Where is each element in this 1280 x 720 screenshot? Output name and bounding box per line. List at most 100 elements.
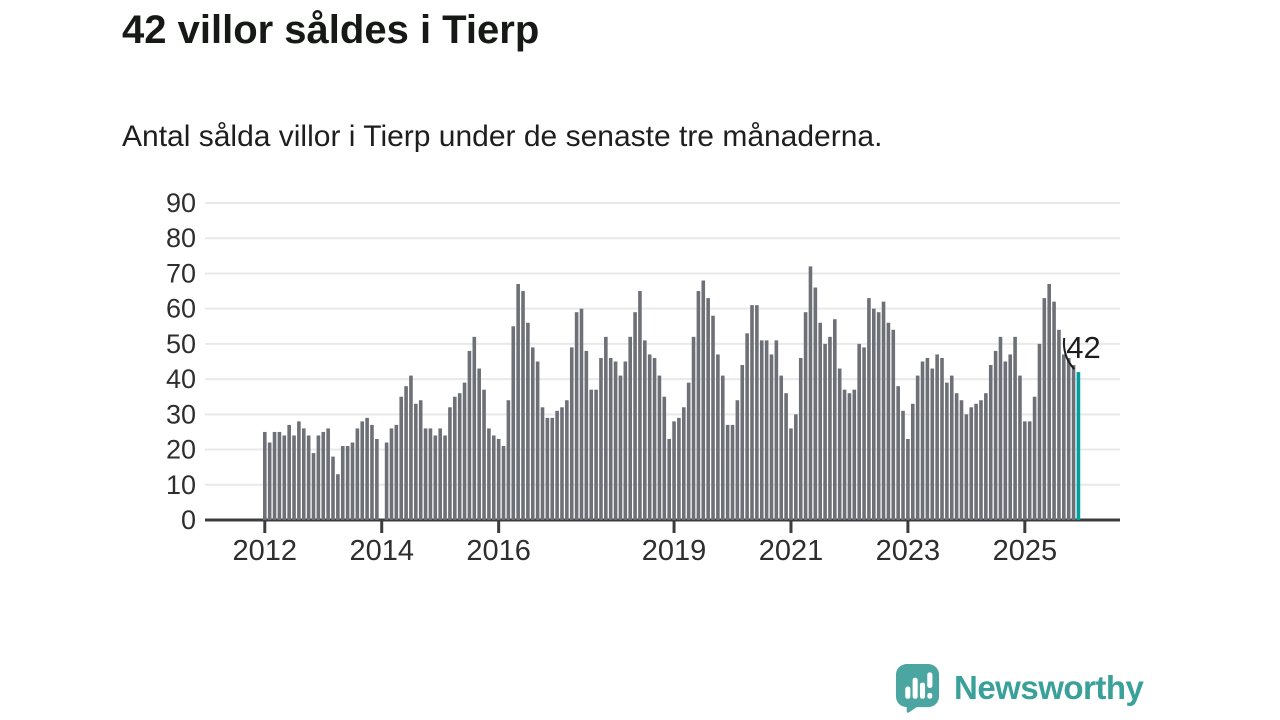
bar — [964, 414, 969, 520]
y-tick-label: 20 — [166, 435, 196, 465]
bar — [837, 368, 842, 520]
bar — [331, 456, 335, 520]
bar — [448, 407, 452, 520]
bar — [930, 368, 935, 520]
bar — [910, 403, 915, 520]
bar — [457, 393, 462, 520]
bar — [589, 389, 594, 520]
bar — [667, 438, 671, 520]
bar — [828, 336, 832, 520]
bar — [487, 428, 491, 520]
y-axis-labels: 0 10 20 30 40 50 60 70 80 90 — [166, 188, 196, 535]
x-tick-label: 2014 — [349, 535, 414, 567]
bar — [681, 407, 686, 520]
bar — [954, 393, 959, 520]
bar — [409, 375, 413, 520]
bar — [662, 396, 667, 520]
bar — [365, 417, 369, 520]
latest-value-annotation: 42 — [1062, 330, 1101, 370]
bar — [1047, 284, 1051, 520]
bar — [545, 417, 550, 520]
bar — [316, 435, 321, 520]
y-tick-label: 10 — [166, 470, 196, 500]
bar — [599, 357, 603, 520]
chart-subtitle: Antal sålda villor i Tierp under de sena… — [122, 120, 883, 153]
bar — [613, 361, 618, 520]
bar — [959, 400, 964, 520]
bar — [813, 287, 818, 520]
bar — [355, 428, 360, 520]
bar — [798, 357, 803, 520]
bar — [550, 417, 555, 520]
bar — [881, 301, 886, 520]
bar — [272, 431, 277, 520]
bar — [720, 375, 725, 520]
bar — [297, 421, 301, 520]
bar — [784, 393, 788, 520]
bar — [350, 442, 355, 520]
bar — [560, 407, 564, 520]
bar — [979, 400, 983, 520]
bar — [891, 329, 896, 520]
bar — [618, 375, 623, 520]
bar — [438, 428, 442, 520]
x-tick-label: 2019 — [642, 535, 707, 567]
x-tick-label: 2016 — [466, 535, 531, 567]
x-tick-label: 2023 — [876, 535, 941, 567]
y-tick-label: 60 — [166, 294, 196, 324]
bar — [686, 382, 691, 520]
bar — [628, 336, 632, 520]
bar — [1013, 336, 1017, 520]
bar — [740, 365, 745, 520]
newsworthy-wordmark: Newsworthy — [954, 669, 1144, 706]
x-axis: 2012 2014 2016 2019 2021 2023 2025 — [233, 521, 1057, 567]
bar — [774, 340, 779, 520]
bar — [993, 350, 998, 520]
bar — [949, 375, 954, 520]
bar — [399, 396, 404, 520]
bar — [501, 446, 506, 520]
bar — [267, 442, 272, 520]
bar — [862, 347, 866, 520]
y-tick-label: 30 — [166, 399, 196, 429]
bar — [1018, 375, 1022, 520]
bar — [277, 431, 282, 520]
bar — [677, 417, 681, 520]
bar — [360, 421, 365, 520]
bar — [647, 354, 652, 520]
bar — [526, 322, 530, 520]
bar — [691, 336, 696, 520]
bar — [1071, 365, 1076, 520]
bar — [750, 305, 754, 520]
bar — [555, 410, 559, 520]
newsworthy-chart-bubble-icon — [895, 664, 940, 713]
bar — [287, 424, 291, 520]
bar — [998, 336, 1003, 520]
bar — [1003, 361, 1008, 520]
annotation-value-label: 42 — [1066, 330, 1100, 365]
bar — [604, 336, 608, 520]
bar — [428, 428, 433, 520]
bar — [652, 357, 657, 520]
bar — [384, 442, 389, 520]
newsworthy-branding: Newsworthy — [894, 663, 1144, 713]
bar — [574, 312, 579, 520]
bar — [292, 435, 296, 520]
bar — [925, 357, 930, 520]
bar — [511, 326, 516, 520]
bars-group — [263, 266, 1081, 520]
bar — [345, 446, 350, 520]
bar — [638, 291, 642, 520]
bar — [745, 333, 749, 520]
bar — [496, 438, 501, 520]
bar — [462, 382, 467, 520]
x-tick-label: 2012 — [233, 535, 298, 567]
bar — [453, 396, 457, 520]
x-tick-label: 2021 — [759, 535, 824, 567]
bar — [263, 431, 267, 520]
bar — [755, 305, 759, 520]
bar — [306, 435, 311, 520]
bar — [725, 424, 730, 520]
bar — [1032, 396, 1037, 520]
